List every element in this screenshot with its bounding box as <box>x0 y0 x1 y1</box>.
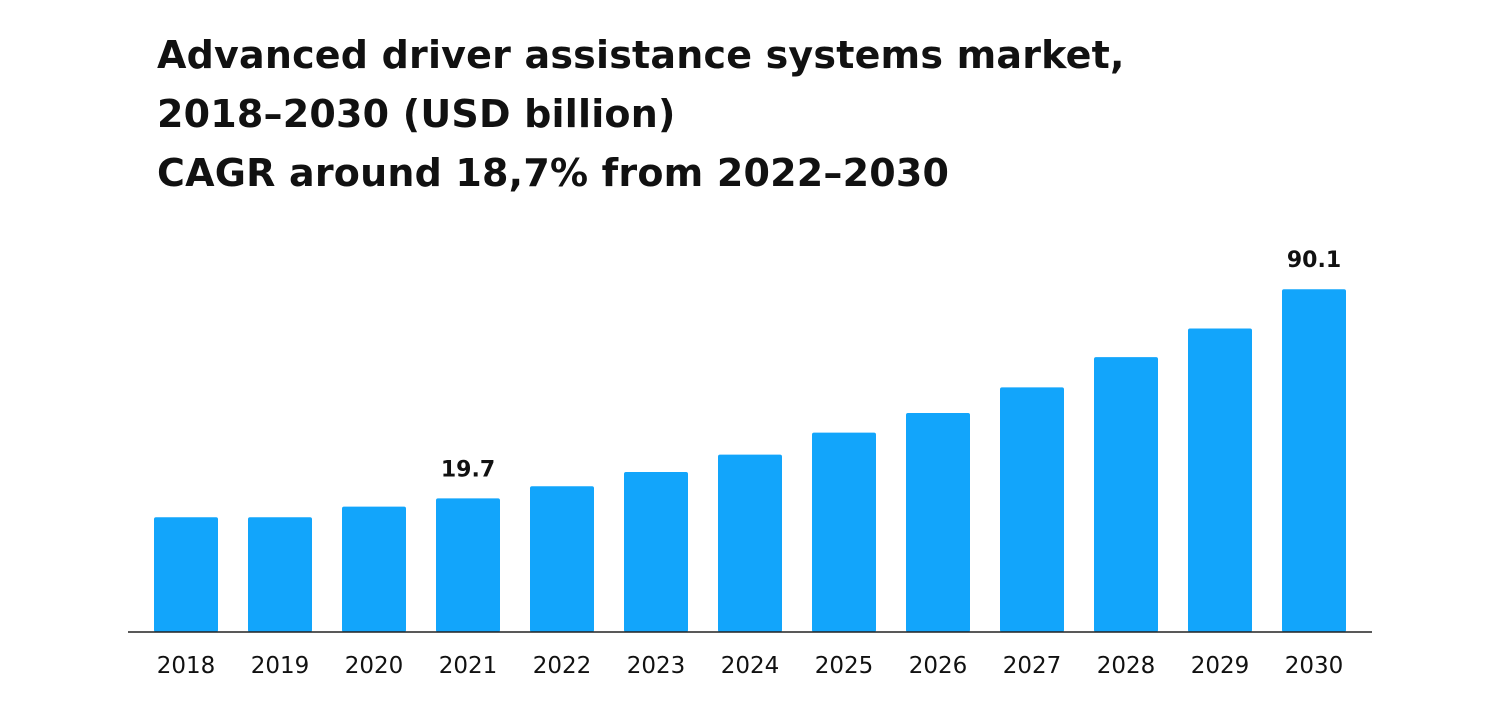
x-tick-label-2024: 2024 <box>721 653 780 679</box>
x-tick-label-2029: 2029 <box>1191 653 1250 679</box>
title-line-3: CAGR around 18,7% from 2022–2030 <box>157 151 950 195</box>
x-tick-label-2025: 2025 <box>815 653 874 679</box>
data-label-2021: 19.7 <box>441 457 495 482</box>
bar-2028 <box>1094 357 1158 632</box>
x-tick-label-2018: 2018 <box>157 653 216 679</box>
bar-2026 <box>906 413 970 632</box>
bar-2025 <box>812 432 876 632</box>
title-line-1: Advanced driver assistance systems marke… <box>157 33 1125 77</box>
bar-2018 <box>154 517 218 632</box>
data-label-2030: 90.1 <box>1287 248 1341 273</box>
bar-2020 <box>342 506 406 632</box>
x-tick-label-2021: 2021 <box>439 653 498 679</box>
bar-2023 <box>624 471 688 632</box>
bars-group <box>154 289 1346 632</box>
bar-2021 <box>436 498 500 632</box>
bar-2019 <box>248 517 312 632</box>
bar-2027 <box>1000 387 1064 632</box>
x-tick-label-2027: 2027 <box>1003 653 1062 679</box>
title-line-2: 2018–2030 (USD billion) <box>157 92 676 136</box>
data-labels: 19.7 90.1 <box>441 248 1341 482</box>
x-tick-label-2019: 2019 <box>251 653 310 679</box>
x-tick-label-2030: 2030 <box>1285 653 1344 679</box>
bar-2029 <box>1188 328 1252 632</box>
x-tick-label-2023: 2023 <box>627 653 686 679</box>
bar-2030 <box>1282 289 1346 632</box>
chart-title: Advanced driver assistance systems marke… <box>157 26 1357 203</box>
x-tick-label-2022: 2022 <box>533 653 592 679</box>
x-tick-label-2020: 2020 <box>345 653 404 679</box>
bar-2024 <box>718 454 782 632</box>
x-tick-label-2028: 2028 <box>1097 653 1156 679</box>
x-tick-labels: 2018 2019 2020 2021 2022 2023 2024 2025 2026 2027… <box>157 653 1344 679</box>
bar-2022 <box>530 486 594 632</box>
x-tick-label-2026: 2026 <box>909 653 968 679</box>
